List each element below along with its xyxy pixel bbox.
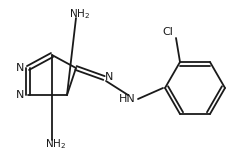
Text: N: N (16, 63, 24, 73)
Text: N: N (104, 72, 113, 82)
Text: N: N (16, 90, 24, 100)
Text: Cl: Cl (162, 27, 173, 37)
Text: NH$_2$: NH$_2$ (69, 7, 90, 21)
Text: HN: HN (118, 94, 135, 104)
Text: NH$_2$: NH$_2$ (45, 137, 66, 151)
